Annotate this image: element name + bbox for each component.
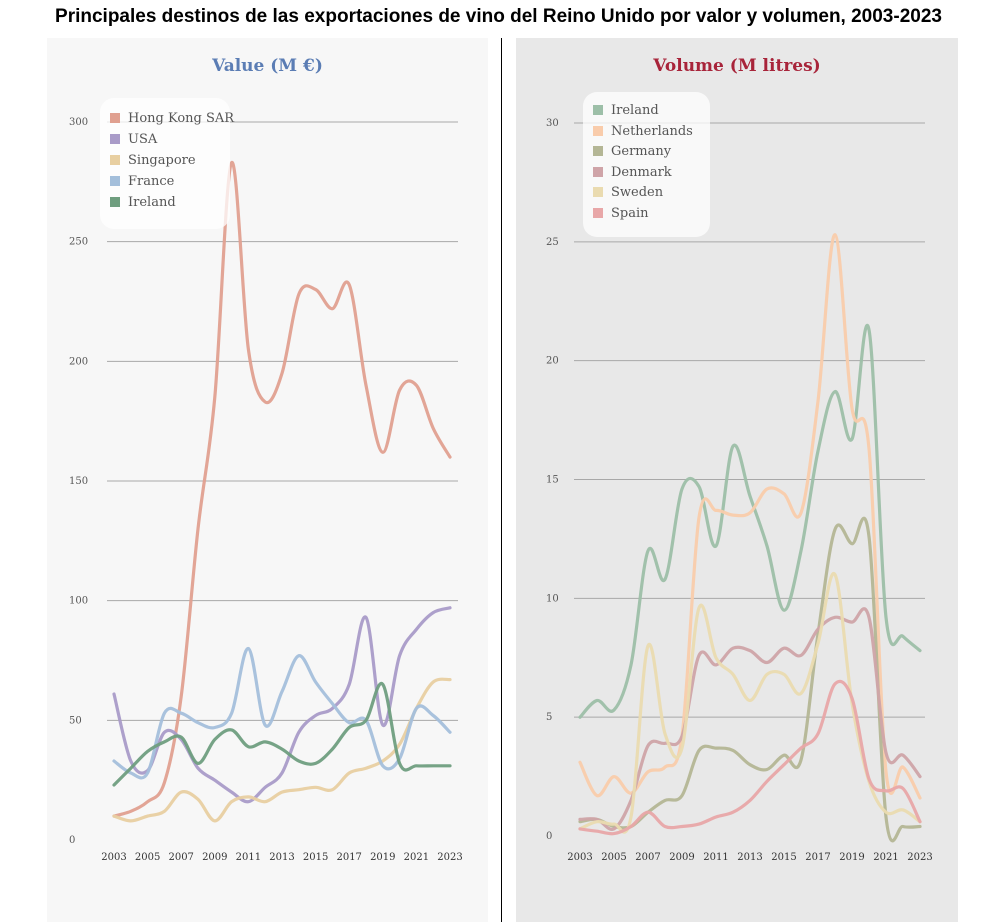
y-tick-label: 250: [69, 237, 88, 248]
legend-swatch: [593, 207, 603, 218]
x-tick-label: 2021: [404, 852, 429, 863]
x-tick-label: 2005: [135, 852, 160, 863]
legend-item: USA: [110, 131, 157, 149]
y-tick-label: 30: [546, 118, 559, 129]
volume-chart-legend: Ireland Netherlands Germany Denmark Sweden Sp…: [583, 92, 710, 237]
x-tick-label: 2007: [635, 852, 660, 863]
y-tick-label: 200: [69, 356, 88, 367]
legend-swatch: [110, 197, 120, 207]
legend-item: Hong Kong SAR: [110, 110, 234, 128]
legend-label: Hong Kong SAR: [128, 111, 235, 126]
legend-swatch: [110, 155, 120, 165]
y-tick-label: 15: [546, 475, 559, 486]
legend-label: Ireland: [611, 103, 659, 118]
x-tick-label: 2007: [168, 852, 193, 863]
x-tick-label: 2023: [907, 852, 932, 863]
x-tick-label: 2021: [873, 852, 898, 863]
x-tick-label: 2003: [101, 852, 126, 863]
x-tick-label: 2019: [370, 852, 395, 863]
x-tick-label: 2003: [567, 852, 592, 863]
panel-divider: [501, 38, 502, 922]
legend-label: Singapore: [128, 153, 196, 168]
value-chart-legend: Hong Kong SAR USA Singapore France Ireland: [100, 98, 234, 229]
x-tick-label: 2011: [236, 852, 261, 863]
legend-item: Ireland: [110, 194, 176, 212]
legend-item: Sweden: [593, 184, 663, 202]
legend-label: Sweden: [611, 185, 664, 200]
legend-label: USA: [128, 132, 158, 147]
legend-swatch: [110, 113, 120, 123]
series-line-singapore: [112, 677, 452, 823]
legend-item: Ireland: [593, 102, 659, 120]
value-chart-panel: Value (M €) 0 50 100 150 200 250 300 2003 2005 20…: [47, 38, 488, 922]
legend-label: Germany: [611, 144, 672, 159]
y-tick-label: 25: [546, 237, 559, 248]
legend-label: Netherlands: [611, 123, 693, 139]
y-tick-label: 5: [546, 712, 552, 723]
x-tick-label: 2009: [669, 852, 694, 863]
y-tick-label: 20: [546, 356, 559, 367]
y-tick-label: 0: [69, 835, 75, 846]
legend-label: Denmark: [611, 164, 672, 180]
y-tick-label: 0: [546, 831, 552, 842]
x-tick-label: 2013: [737, 852, 762, 863]
value-line-chart: 0 50 100 150 200 250 300 2003 2005 2007 2009 2011 20…: [69, 117, 463, 863]
series-line-denmark: [578, 607, 922, 831]
y-tick-label: 10: [546, 593, 559, 604]
volume-line-chart: 0 5 10 15 20 25 30 2003 2005 2007 2009 2011 2013 2015…: [546, 118, 933, 863]
x-tick-label: 2005: [601, 852, 626, 863]
x-tick-label: 2015: [771, 852, 796, 863]
legend-swatch: [110, 134, 120, 144]
x-tick-label: 2019: [839, 852, 864, 863]
x-tick-label: 2017: [805, 852, 830, 863]
series-line-ireland: [578, 324, 922, 719]
series-line-ireland: [112, 682, 452, 787]
y-tick-label: 150: [69, 476, 88, 487]
x-tick-label: 2011: [703, 852, 728, 863]
x-tick-label: 2023: [437, 852, 462, 863]
volume-chart-panel: Volume (M litres) 0 5 10 15 20 25 30 2003 2005 20…: [516, 38, 958, 922]
series-line-france: [112, 646, 452, 780]
legend-swatch: [110, 176, 120, 186]
x-tick-label: 2009: [202, 852, 227, 863]
y-tick-label: 300: [69, 117, 88, 128]
series-line-netherlands: [578, 233, 922, 800]
legend-swatch: [593, 187, 603, 197]
y-tick-label: 50: [69, 715, 82, 726]
volume-chart-title: Volume (M litres): [653, 56, 821, 76]
legend-item: Denmark: [593, 164, 672, 182]
legend-swatch: [593, 166, 603, 177]
legend-item: Netherlands: [593, 123, 693, 141]
value-chart-title: Value (M €): [212, 56, 323, 76]
legend-label: France: [128, 174, 175, 189]
page-title: Principales destinos de las exportacione…: [55, 6, 942, 27]
legend-item: Spain: [593, 205, 649, 223]
legend-swatch: [593, 125, 603, 136]
series-line-hong-kong-sar: [112, 161, 452, 818]
legend-item: Germany: [593, 143, 671, 161]
legend-label: Ireland: [128, 195, 176, 210]
x-tick-label: 2017: [336, 852, 361, 863]
legend-item: Singapore: [110, 152, 196, 170]
series-line-spain: [578, 679, 922, 836]
legend-swatch: [593, 105, 603, 115]
series-line-sweden: [578, 571, 922, 834]
series-line-usa: [112, 606, 452, 804]
y-tick-label: 100: [69, 596, 88, 607]
legend-swatch: [593, 146, 603, 156]
x-tick-label: 2015: [303, 852, 328, 863]
legend-item: France: [110, 173, 174, 191]
legend-label: Spain: [611, 205, 649, 221]
x-tick-label: 2013: [269, 852, 294, 863]
